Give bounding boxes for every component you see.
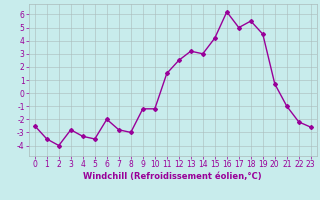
X-axis label: Windchill (Refroidissement éolien,°C): Windchill (Refroidissement éolien,°C): [84, 172, 262, 181]
